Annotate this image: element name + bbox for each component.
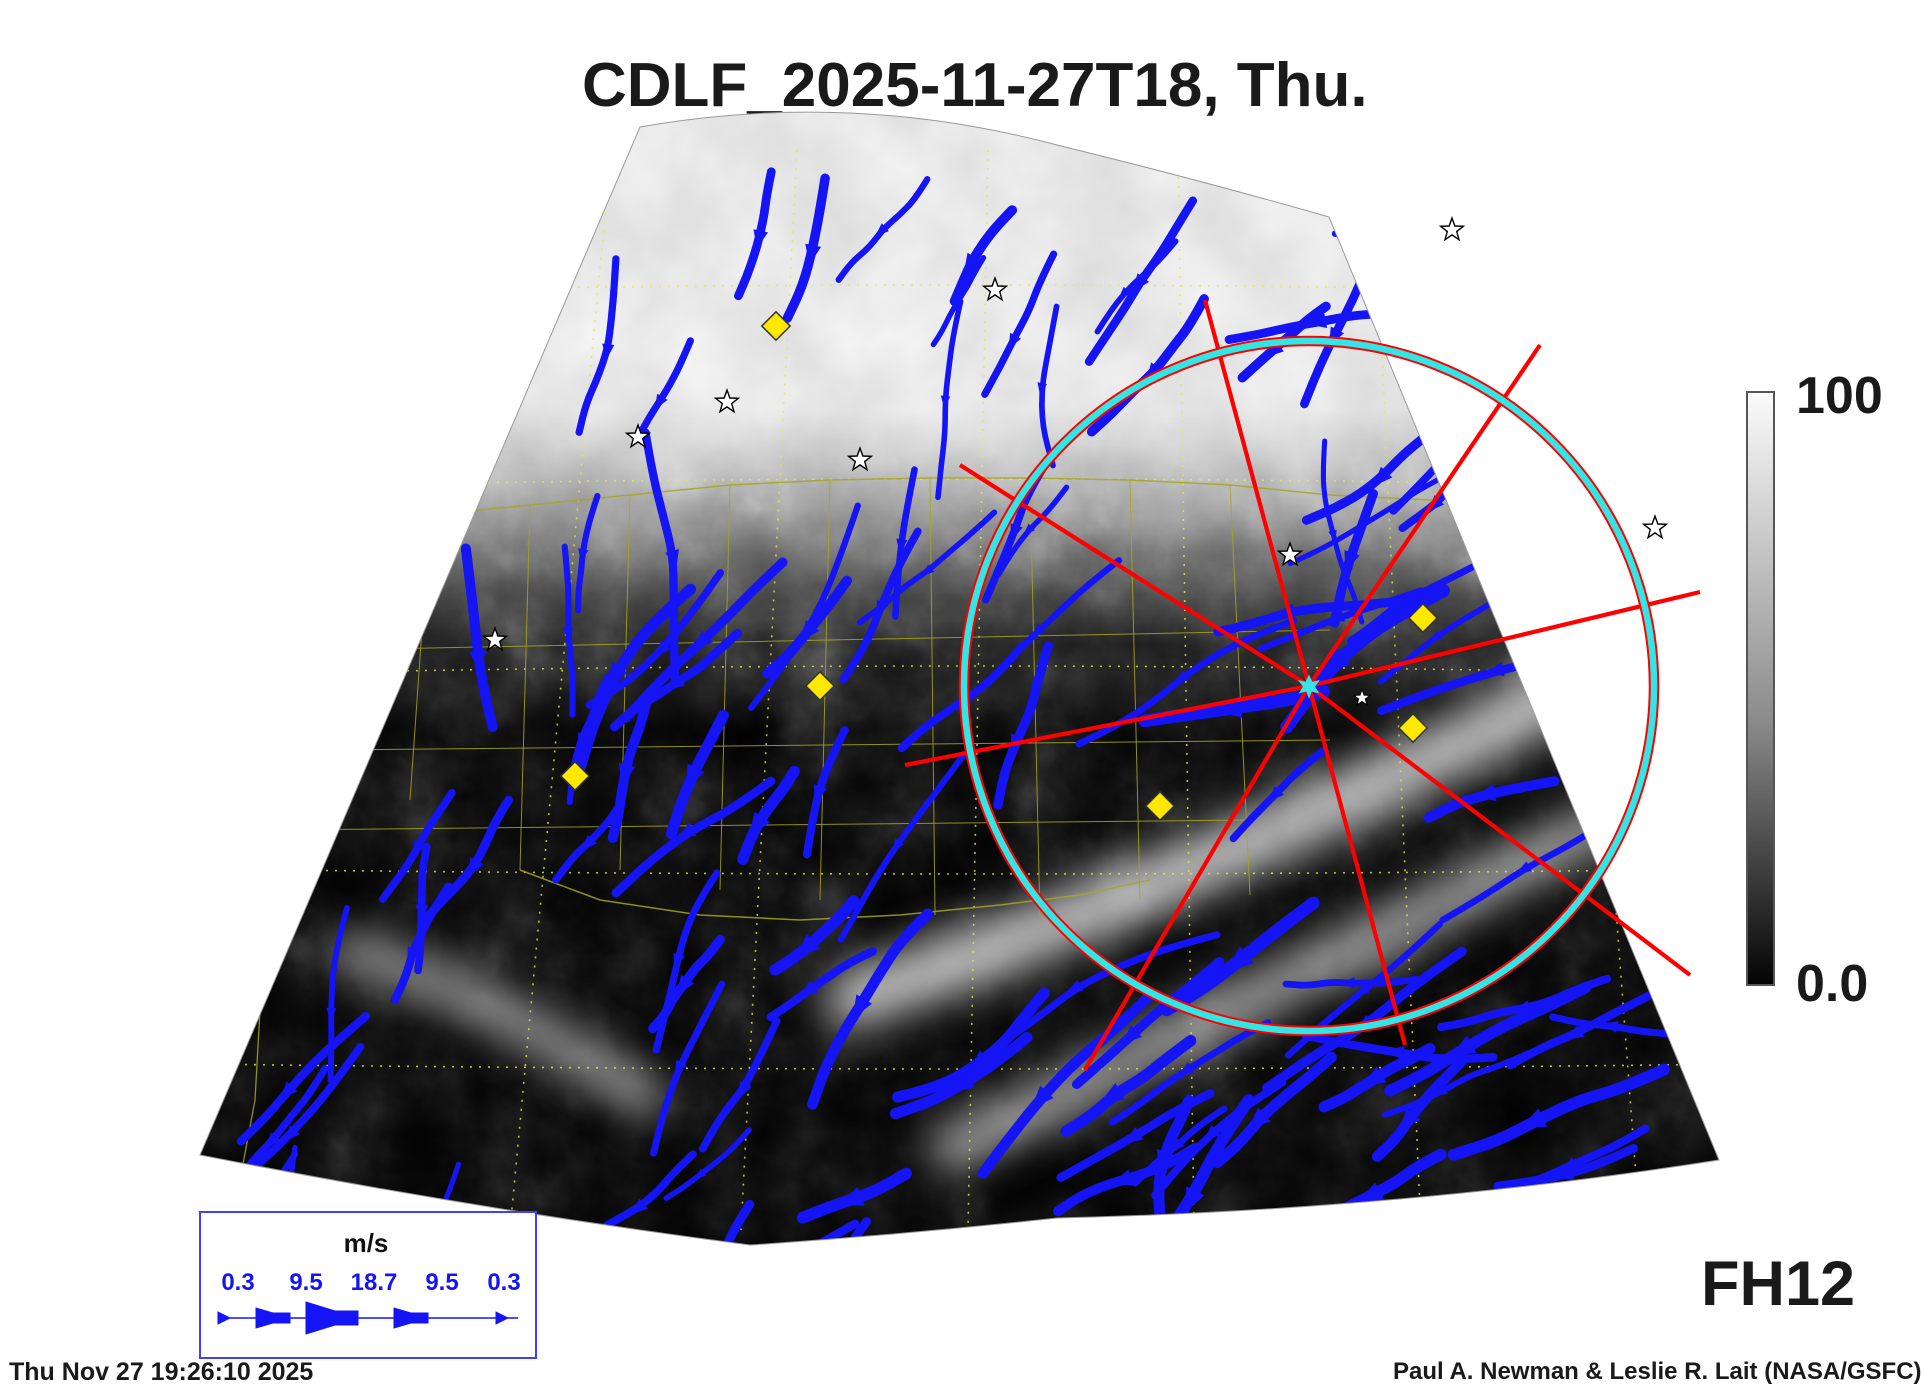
svg-text:0.3: 0.3 [221,1269,254,1296]
svg-text:m/s: m/s [344,1228,389,1258]
svg-text:9.5: 9.5 [289,1269,322,1296]
svg-text:0.3: 0.3 [487,1269,520,1296]
svg-text:18.7: 18.7 [351,1269,398,1296]
svg-text:9.5: 9.5 [425,1269,458,1296]
